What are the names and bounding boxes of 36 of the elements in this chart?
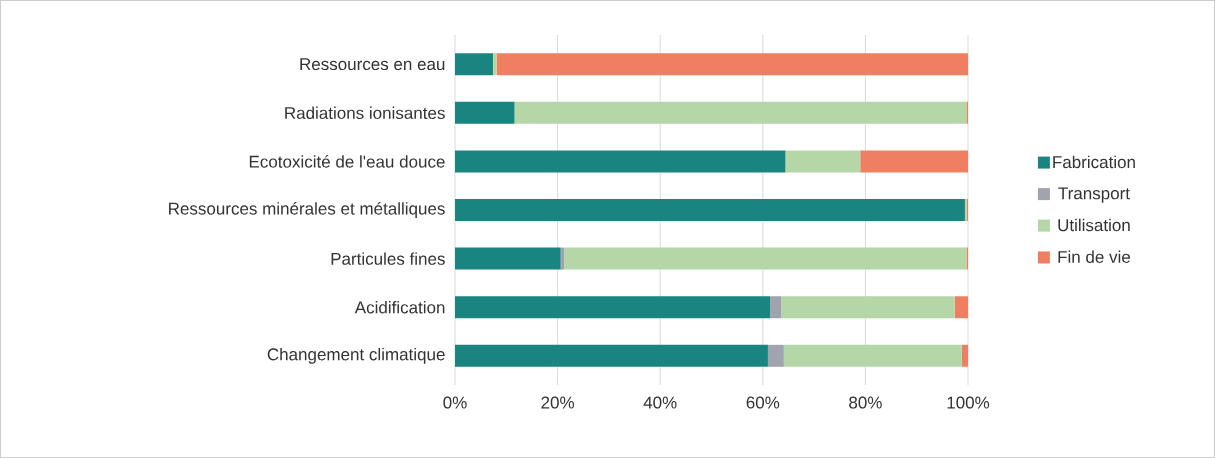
legend-label: Transport (1058, 187, 1130, 203)
bar (514, 101, 967, 124)
y-tick-label: Acidification (354, 300, 445, 314)
y-tick-label: Ecotoxicité de l'eau douce (249, 155, 445, 168)
y-tick-label: Ressources minérales et métalliques (169, 201, 445, 219)
legend-label: Fabrication (1053, 155, 1135, 169)
bar (455, 53, 493, 76)
legend-label: Fin de vie (1058, 250, 1131, 263)
y-tick-label: Particules fines (331, 252, 445, 265)
bar (455, 199, 965, 221)
bar (783, 344, 962, 367)
bar (455, 150, 786, 173)
legend-label: Utilisation (1058, 218, 1130, 232)
y-tick-label: Changement climatique (267, 347, 445, 364)
x-tick-label: 0% (443, 396, 467, 409)
y-tick-label: Ressources en eau (300, 58, 445, 71)
bar (455, 344, 768, 367)
bar (455, 101, 515, 124)
x-tick-label: 60% (746, 396, 780, 409)
bar (496, 53, 969, 76)
x-tick-label: 100% (947, 396, 990, 409)
bar (767, 344, 784, 367)
x-tick-label: 20% (541, 396, 574, 409)
bar (954, 296, 969, 319)
bar (455, 296, 770, 319)
x-tick-label: 40% (643, 396, 677, 409)
x-tick-label: 80% (849, 396, 882, 409)
y-tick-label: Radiations ionisantes (285, 106, 445, 120)
bar (769, 296, 782, 319)
bar (961, 344, 969, 367)
bar (781, 296, 955, 319)
bar (455, 247, 561, 270)
bar (564, 247, 967, 270)
bar (860, 150, 969, 173)
bar (785, 150, 861, 173)
bar (492, 53, 497, 76)
